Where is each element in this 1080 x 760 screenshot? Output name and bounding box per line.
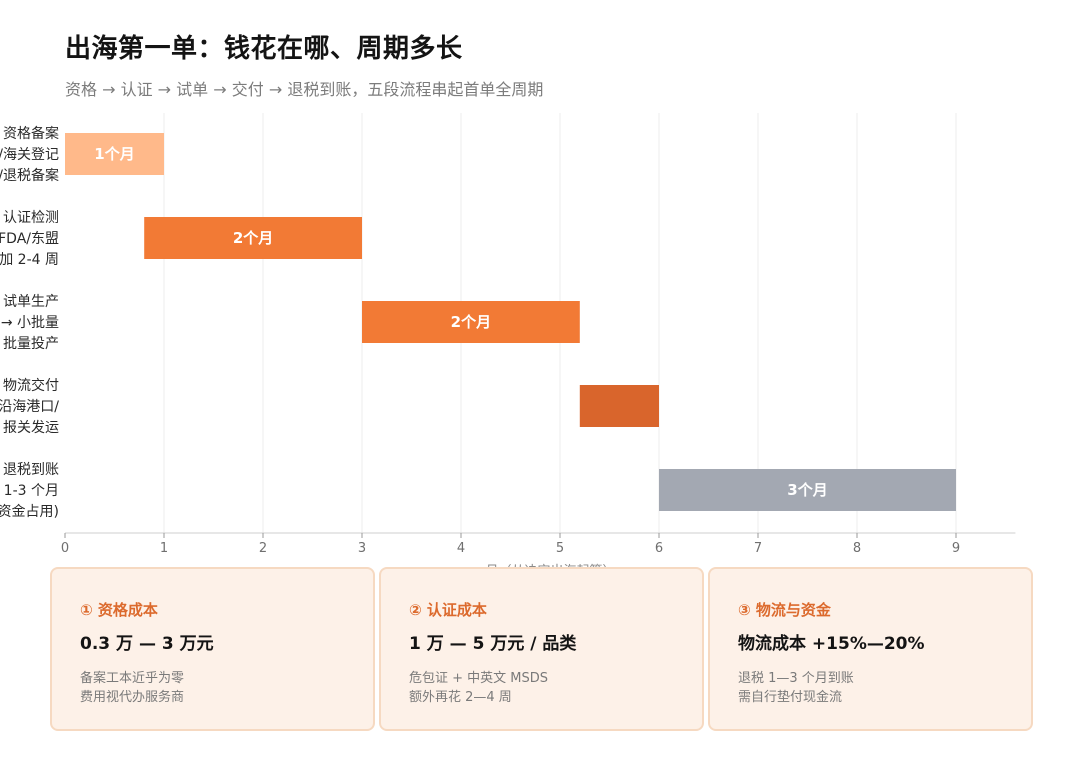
cost-cards: ① 资格成本 0.3 万 — 3 万元 备案工本近乎为零 费用视代办服务商 ② … bbox=[50, 567, 1036, 733]
x-tick-label: 5 bbox=[556, 541, 564, 556]
cost-card-logistics: ③ 物流与资金 物流成本 +15%—20% 退税 1—3 个月到账 需自行垫付现… bbox=[708, 567, 1033, 731]
y-tick-label: 报关发运 bbox=[3, 420, 59, 436]
cost-card-certification: ② 认证成本 1 万 — 5 万元 / 品类 危包证 + 中英文 MSDS 额外… bbox=[379, 567, 704, 731]
x-tick-label: 2 bbox=[259, 541, 267, 556]
gantt-bar-label: 2个月 bbox=[451, 313, 491, 331]
card-value: 物流成本 +15%—20% bbox=[738, 634, 925, 654]
card-note-line: 退税 1—3 个月到账 bbox=[738, 671, 854, 686]
card-value: 1 万 — 5 万元 / 品类 bbox=[409, 634, 577, 654]
gantt-bar bbox=[65, 133, 164, 175]
x-tick-label: 3 bbox=[358, 541, 366, 556]
y-tick-label: 物流交付 bbox=[3, 377, 59, 394]
gantt-bar bbox=[362, 301, 580, 343]
card-note: 退税 1—3 个月到账 需自行垫付现金流 bbox=[738, 669, 854, 707]
y-tick-label: 沿海港口/ bbox=[0, 399, 59, 415]
y-tick-label: /退税备案 bbox=[0, 167, 59, 184]
y-tick-label: FDA/东盟 bbox=[0, 231, 59, 247]
y-tick-label: 批量投产 bbox=[3, 336, 59, 352]
x-tick-label: 6 bbox=[655, 541, 663, 556]
x-tick-label: 8 bbox=[853, 541, 861, 556]
y-tick-label: 资金占用) bbox=[0, 504, 59, 520]
card-label: ① 资格成本 bbox=[80, 601, 158, 619]
x-tick-label: 9 bbox=[952, 541, 960, 556]
card-label: ② 认证成本 bbox=[409, 601, 487, 619]
cost-card-qualification: ① 资格成本 0.3 万 — 3 万元 备案工本近乎为零 费用视代办服务商 bbox=[50, 567, 375, 731]
y-tick-label: 另加 2-4 周 bbox=[0, 252, 59, 268]
y-tick-label: 试单生产 bbox=[3, 294, 59, 310]
y-tick-label: 资格备案 bbox=[3, 125, 59, 142]
gantt-bar-label: 3个月 bbox=[787, 481, 827, 499]
page-title: 出海第一单：钱花在哪、周期多长 bbox=[65, 34, 463, 64]
y-tick-label: → 小批量 bbox=[1, 315, 59, 331]
card-note: 危包证 + 中英文 MSDS 额外再花 2—4 周 bbox=[409, 669, 548, 707]
x-tick-label: 0 bbox=[61, 541, 69, 556]
y-tick-label: /海关登记 bbox=[0, 147, 59, 163]
gantt-bar-label: 2个月 bbox=[233, 229, 273, 247]
gantt-chart: 0123456789月（从决定出海起算）1个月资格备案/海关登记/退税备案2个月… bbox=[0, 113, 1016, 570]
gantt-bar bbox=[579, 385, 659, 427]
y-tick-label: 认证检测 bbox=[3, 210, 59, 226]
x-tick-label: 4 bbox=[457, 541, 465, 556]
x-tick-label: 1 bbox=[160, 541, 168, 556]
card-note-line: 费用视代办服务商 bbox=[80, 690, 185, 705]
y-tick-label: 退税到账 bbox=[3, 462, 59, 478]
gantt-bar-label: 1个月 bbox=[94, 145, 134, 163]
gantt-bar bbox=[659, 469, 956, 511]
card-label: ③ 物流与资金 bbox=[738, 601, 831, 619]
x-tick-label: 7 bbox=[754, 541, 762, 556]
card-note-line: 额外再花 2—4 周 bbox=[409, 690, 512, 705]
y-tick-label: 后 1-3 个月 bbox=[0, 483, 59, 499]
page-subtitle: 资格 → 认证 → 试单 → 交付 → 退税到账，五段流程串起首单全周期 bbox=[65, 80, 544, 99]
card-value: 0.3 万 — 3 万元 bbox=[80, 634, 214, 654]
card-note-line: 危包证 + 中英文 MSDS bbox=[409, 671, 549, 686]
card-note: 备案工本近乎为零 费用视代办服务商 bbox=[80, 669, 184, 707]
card-note-line: 需自行垫付现金流 bbox=[738, 690, 843, 705]
gantt-bar bbox=[144, 217, 362, 259]
card-note-line: 备案工本近乎为零 bbox=[80, 671, 185, 686]
